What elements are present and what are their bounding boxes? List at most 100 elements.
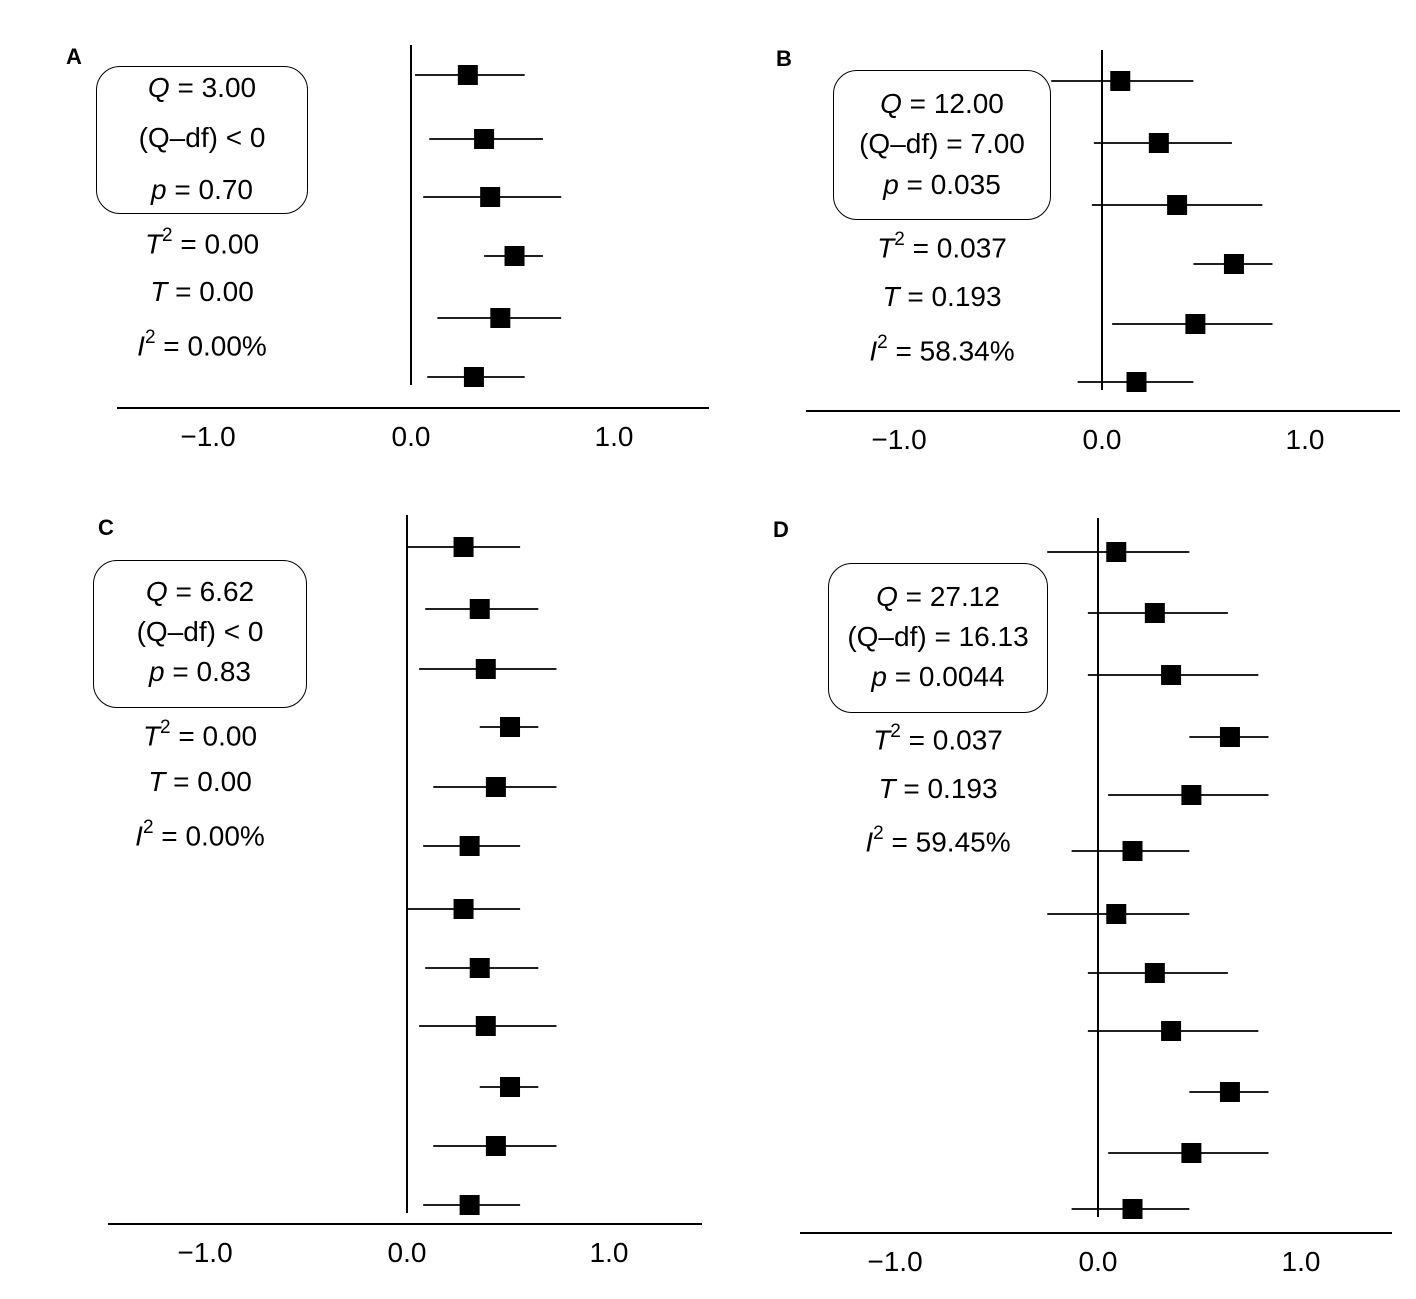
stat-q-d: Q = 27.12 [876, 581, 1000, 612]
stat-i2-b: I2 = 58.34% [869, 332, 1015, 367]
stat-p-b: p = 0.035 [883, 169, 1001, 200]
effect-marker-a [474, 129, 495, 149]
panel-letter-d: D [773, 517, 789, 542]
effect-marker-a [490, 308, 511, 328]
x-tick-label-c: 1.0 [590, 1237, 629, 1268]
effect-marker-d [1181, 785, 1202, 805]
stats-box-c [93, 560, 307, 708]
stat-p-value-b: 0.035 [930, 169, 1001, 200]
stat-t-value-c: 0.00 [197, 766, 252, 797]
effect-marker-b [1148, 133, 1169, 153]
stat-t-d: T = 0.193 [878, 773, 998, 804]
stat-t2-d: T2 = 0.037 [873, 721, 1003, 756]
stat-q-value-c: 6.62 [199, 576, 255, 607]
stat-qdf-b: (Q–df) = 7.00 [859, 128, 1025, 159]
stat-t2-b: T2 = 0.037 [877, 229, 1007, 264]
effect-marker-c [485, 1136, 506, 1156]
stat-q-value-b: 12.00 [933, 88, 1004, 119]
effect-marker-c [500, 1077, 521, 1097]
x-tick-label-b: 1.0 [1286, 424, 1325, 455]
effect-marker-c [459, 1195, 480, 1215]
effect-marker-d [1219, 727, 1240, 747]
effect-marker-c [469, 958, 490, 978]
effect-marker-d [1106, 542, 1127, 562]
stat-t-a: T = 0.00 [150, 276, 254, 307]
stat-i2-a: I2 = 0.00% [137, 327, 267, 362]
stat-i2-d: I2 = 59.45% [865, 823, 1011, 858]
stat-p-value-a: 0.70 [198, 174, 254, 205]
x-tick-label-b: 0.0 [1083, 424, 1122, 455]
stat-i2-value-b: 58.34% [919, 335, 1015, 367]
effect-marker-a [463, 367, 484, 387]
stat-q-a: Q = 3.00 [147, 72, 257, 103]
stat-qdf-value-c: < 0 [223, 616, 264, 647]
stat-p-a: p = 0.70 [151, 174, 254, 205]
effect-marker-d [1181, 1143, 1202, 1163]
effect-marker-d [1161, 1021, 1182, 1041]
panel-letter-a: A [66, 44, 82, 69]
x-tick-label-d: 1.0 [1282, 1246, 1321, 1277]
effect-marker-a [457, 65, 478, 85]
effect-marker-b [1110, 71, 1131, 91]
stat-i2-value-c: 0.00% [185, 820, 265, 852]
effect-marker-b [1167, 195, 1188, 215]
stat-i2-c: I2 = 0.00% [135, 817, 265, 852]
stats-box-d [828, 563, 1048, 713]
stat-q-value-d: 27.12 [929, 581, 1000, 612]
stat-p-value-d: 0.0044 [918, 661, 1005, 692]
stat-qdf-value-a: < 0 [225, 122, 266, 153]
stat-t2-value-d: 0.037 [932, 724, 1003, 756]
stat-p-d: p = 0.0044 [871, 661, 1005, 692]
stat-t2-value-b: 0.037 [936, 232, 1007, 264]
effect-marker-c [475, 659, 496, 679]
stat-i2-value-d: 59.45% [915, 826, 1011, 858]
x-tick-label-b: −1.0 [871, 424, 926, 455]
effect-marker-c [459, 836, 480, 856]
stat-t2-c: T2 = 0.00 [142, 717, 258, 752]
effect-marker-d [1122, 841, 1143, 861]
stat-qdf-c: (Q–df) < 0 [136, 616, 264, 647]
stat-i2-value-a: 0.00% [187, 330, 267, 362]
x-tick-label-d: 0.0 [1079, 1246, 1118, 1277]
stat-t-c: T = 0.00 [148, 766, 252, 797]
panel-letter-b: B [776, 46, 792, 71]
effect-marker-b [1185, 314, 1206, 334]
stat-qdf-a: (Q–df) < 0 [138, 122, 266, 153]
effect-marker-d [1106, 904, 1127, 924]
effect-marker-c [475, 1016, 496, 1036]
effect-marker-d [1122, 1199, 1143, 1219]
stats-box-a [96, 66, 308, 214]
stat-t-value-d: 0.193 [927, 773, 998, 804]
effect-marker-b [1223, 254, 1244, 274]
stat-q-b: Q = 12.00 [880, 88, 1004, 119]
x-tick-label-a: −1.0 [180, 421, 235, 452]
effect-marker-c [500, 717, 521, 737]
effect-marker-d [1161, 665, 1182, 685]
effect-marker-a [480, 187, 501, 207]
effect-marker-d [1219, 1082, 1240, 1102]
x-tick-label-a: 1.0 [595, 421, 634, 452]
stat-qdf-d: (Q–df) = 16.13 [847, 621, 1029, 652]
stat-qdf-value-d: = 16.13 [934, 621, 1029, 652]
effect-marker-d [1144, 603, 1165, 623]
x-tick-label-c: −1.0 [177, 1237, 232, 1268]
x-tick-label-c: 0.0 [388, 1237, 427, 1268]
effect-marker-c [453, 537, 474, 557]
stat-t2-a: T2 = 0.00 [144, 225, 260, 260]
stat-q-value-a: 3.00 [201, 72, 257, 103]
stat-t-b: T = 0.193 [882, 281, 1002, 312]
stat-q-c: Q = 6.62 [145, 576, 255, 607]
effect-marker-a [504, 246, 525, 266]
stat-p-value-c: 0.83 [196, 656, 252, 687]
x-tick-label-a: 0.0 [392, 421, 431, 452]
stat-qdf-value-b: = 7.00 [946, 128, 1025, 159]
effect-marker-c [469, 599, 490, 619]
x-tick-label-d: −1.0 [867, 1246, 922, 1277]
stat-p-c: p = 0.83 [149, 656, 252, 687]
stats-box-b [833, 70, 1051, 220]
effect-marker-c [485, 777, 506, 797]
stat-t2-value-a: 0.00 [204, 228, 260, 260]
effect-marker-c [453, 899, 474, 919]
stat-t2-value-c: 0.00 [202, 720, 258, 752]
